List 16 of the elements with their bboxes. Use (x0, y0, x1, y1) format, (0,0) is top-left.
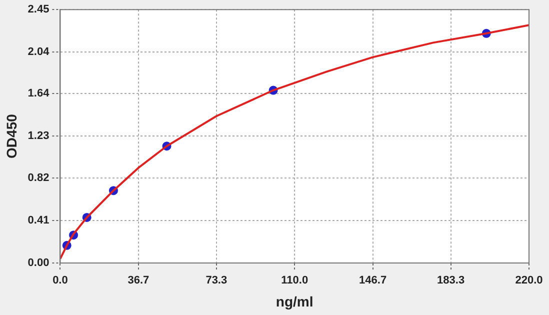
x-tick-label: 146.7 (359, 274, 387, 287)
x-tick-label: 220.0 (515, 274, 543, 287)
y-tick-label: 2.45 (28, 4, 50, 16)
y-tick-label: 1.23 (28, 130, 50, 142)
y-tick-label: 2.04 (28, 46, 50, 58)
y-tick-label: 0.41 (28, 214, 50, 227)
x-axis-title: ng/ml (276, 293, 314, 310)
x-tick-label: 73.3 (206, 274, 228, 287)
y-tick-label: 0.82 (28, 172, 50, 184)
y-tick-label: 0.00 (28, 257, 50, 270)
x-tick-label: 36.7 (128, 274, 150, 287)
y-axis-title: OD450 (3, 114, 20, 158)
y-tick-label: 1.64 (28, 87, 50, 100)
x-tick-label: 183.3 (437, 274, 465, 287)
x-tick-label: 0.0 (52, 274, 68, 287)
x-tick-label: 110.0 (281, 274, 308, 287)
